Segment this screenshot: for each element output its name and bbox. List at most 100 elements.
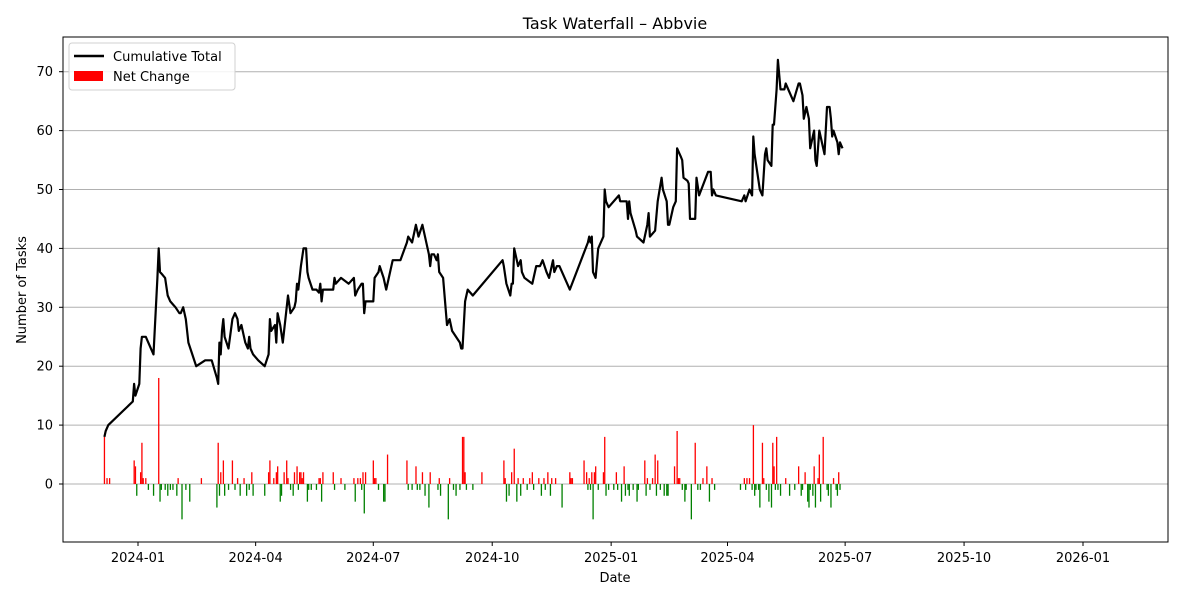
net-change-bar (220, 472, 222, 484)
net-change-bar (217, 442, 219, 484)
net-change-bar (315, 484, 318, 490)
net-change-bar (239, 484, 241, 496)
net-change-bar (644, 460, 646, 484)
net-change-bar (472, 484, 474, 490)
net-change-bar (455, 484, 457, 496)
x-tick-label: 2025-04 (700, 551, 754, 566)
net-change-bar (544, 484, 546, 490)
net-change-bar (362, 472, 364, 484)
net-change-bar (172, 484, 174, 490)
net-change-bar (322, 472, 324, 484)
net-change-bar (141, 442, 143, 484)
net-change-bar (517, 478, 519, 484)
y-tick-label: 60 (36, 124, 53, 139)
net-change-bar (663, 484, 665, 496)
net-change-bar (437, 484, 439, 490)
net-change-bar (384, 484, 386, 502)
net-change-bar (520, 484, 522, 496)
net-change-bar (308, 484, 310, 490)
net-change-bar (513, 448, 515, 484)
net-change-bar (411, 484, 413, 490)
net-change-bar (234, 484, 236, 490)
net-change-bar (751, 484, 753, 490)
net-change-bar (649, 484, 651, 490)
net-change-bar (589, 484, 592, 490)
net-change-bar (319, 478, 321, 484)
net-change-bar (147, 484, 150, 490)
net-change-bar (711, 478, 713, 484)
net-change-bar (826, 484, 828, 490)
net-change-bar (768, 484, 770, 502)
net-change-bar (447, 484, 449, 520)
net-change-bar (377, 484, 380, 490)
net-change-bar (383, 484, 385, 502)
net-change-bar (770, 484, 773, 508)
net-change-bar (200, 478, 203, 484)
net-change-bar (415, 466, 417, 484)
net-change-bar (763, 478, 765, 484)
y-tick-label: 40 (36, 242, 53, 257)
net-change-bar (297, 484, 300, 490)
net-change-bar (522, 478, 524, 484)
net-change-bar (754, 484, 756, 496)
net-change-bar (593, 472, 596, 484)
x-tick-label: 2024-04 (228, 551, 282, 566)
net-change-bar (836, 484, 839, 496)
x-tick-label: 2025-07 (818, 551, 872, 566)
net-change-bar (503, 460, 505, 484)
net-change-bar (690, 484, 692, 520)
net-change-bar (353, 478, 355, 484)
net-change-bar (386, 454, 389, 484)
net-change-bar (697, 484, 699, 490)
x-tick-label: 2024-07 (346, 551, 400, 566)
x-axis-ticks: 2024-01 2024-04 2024-07 2024-10 2025-01 2025-… (111, 542, 1110, 566)
plot-background (63, 37, 1168, 542)
net-change-bar (809, 484, 811, 490)
net-change-bar (452, 484, 455, 490)
net-change-bar (529, 478, 531, 484)
net-change-bar (103, 436, 106, 484)
net-change-bar (251, 472, 253, 484)
net-change-bar (637, 484, 639, 490)
y-tick-label: 20 (36, 360, 53, 375)
net-change-bar (739, 484, 742, 490)
net-change-bar (800, 484, 802, 496)
net-change-bar (231, 460, 234, 484)
net-change-bar (298, 472, 301, 484)
net-change-bar (835, 484, 837, 490)
net-change-bar (465, 484, 468, 490)
net-change-bar (620, 484, 623, 502)
net-change-bar (655, 484, 658, 496)
net-change-bar (106, 478, 108, 484)
net-change-bar (363, 484, 365, 514)
net-change-bar (310, 484, 312, 490)
net-change-bar (752, 425, 755, 484)
net-change-bar (673, 466, 676, 484)
net-change-bar (587, 484, 589, 490)
net-change-bar (657, 460, 659, 484)
net-change-bar (286, 460, 288, 484)
x-tick-label: 2024-10 (465, 551, 519, 566)
net-change-bar (185, 484, 187, 490)
net-change-bar (158, 377, 160, 484)
net-change-bar (277, 466, 279, 484)
net-change-bar (511, 472, 513, 484)
net-change-bar (651, 478, 654, 484)
net-change-bar (746, 478, 748, 484)
net-change-bar (607, 484, 610, 490)
net-change-bar (224, 484, 226, 496)
net-change-bar (508, 484, 510, 496)
net-change-bar (585, 472, 588, 484)
net-change-bar (748, 478, 751, 484)
net-change-bar (605, 484, 607, 496)
net-change-bar (364, 472, 367, 484)
net-change-bar (617, 484, 619, 490)
net-change-bar (676, 430, 678, 484)
net-change-bar (216, 484, 218, 508)
net-change-bar (808, 484, 810, 508)
x-axis-label: Date (599, 571, 630, 586)
net-change-bar (300, 472, 302, 484)
net-change-bar (407, 484, 409, 490)
y-tick-label: 50 (36, 183, 53, 198)
net-change-bar (627, 484, 629, 490)
